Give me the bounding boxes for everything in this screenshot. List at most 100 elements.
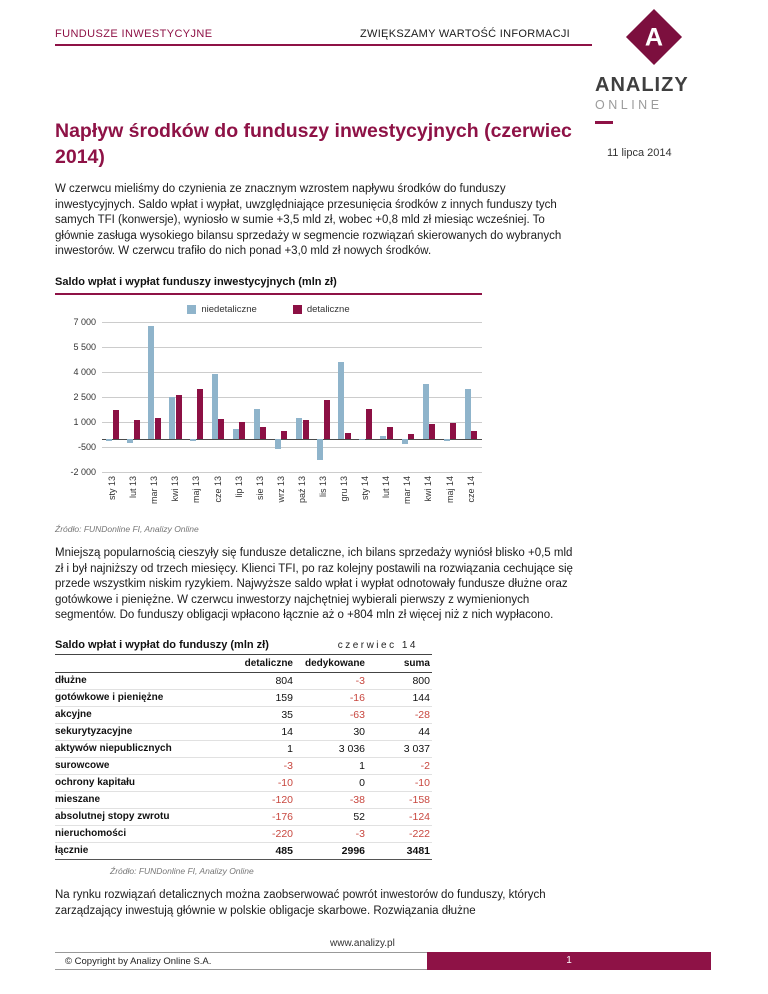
column-header-suma: suma <box>367 653 432 673</box>
x-axis-tick-text: lip 13 <box>233 475 244 498</box>
row-label: mieszane <box>55 791 225 809</box>
chart-legend: niedetaliczne detaliczne <box>55 304 482 315</box>
cell-value: 52 <box>295 808 367 826</box>
x-axis-tick-text: cze 14 <box>465 475 476 503</box>
bar-niedetaliczne <box>359 438 366 441</box>
bar-niedetaliczne <box>253 408 260 439</box>
logo-dash <box>595 121 613 124</box>
x-axis-tick-text: paź 13 <box>296 475 307 503</box>
paragraph-outlook: Na rynku rozwiązań detalicznych można za… <box>55 888 546 917</box>
bar-niedetaliczne <box>464 388 471 439</box>
table-row: absolutnej stopy zwrotu -176 52 -124 <box>55 808 432 826</box>
table-row: gotówkowe i pieniężne 159 -16 144 <box>55 689 432 707</box>
legend-item-niedetaliczne: niedetaliczne <box>187 303 257 315</box>
bar-niedetaliczne <box>443 438 450 442</box>
x-axis-tick-label: cze 13 <box>207 476 228 518</box>
bar-detaliczne <box>450 422 457 439</box>
bar-niedetaliczne <box>148 326 155 439</box>
x-axis-tick-text: lut 13 <box>128 475 139 498</box>
bar-niedetaliczne <box>106 438 112 442</box>
bar-niedetaliczne <box>317 438 324 461</box>
x-axis-tick-label: paź 13 <box>292 476 313 518</box>
bar-niedetaliczne <box>422 383 429 439</box>
table-section: Saldo wpłat i wypłat do funduszy (mln zł… <box>55 639 432 876</box>
table-row: surowcowe -3 1 -2 <box>55 757 432 775</box>
bar-niedetaliczne <box>380 436 387 439</box>
logo-letter: A <box>645 24 663 52</box>
x-axis-tick-label: kwi 13 <box>165 476 186 518</box>
footer-copyright: © Copyright by Analizy Online S.A. <box>55 952 427 970</box>
cell-value: 14 <box>225 723 295 741</box>
y-axis-tick-label: -2 000 <box>70 466 96 477</box>
legend-label: niedetaliczne <box>201 303 257 315</box>
table-source-note: Źródło: FUNDonline FI, Analizy Online <box>110 865 254 876</box>
x-axis-tick-text: wrz 13 <box>275 475 286 503</box>
table-total-row: łącznie 485 2996 3481 <box>55 841 432 860</box>
cell-value: 3481 <box>367 841 432 860</box>
x-axis-tick-label: sie 13 <box>250 476 271 518</box>
cell-value: 0 <box>295 774 367 792</box>
gridline <box>102 346 482 348</box>
bar-detaliczne <box>112 410 119 439</box>
paragraph-retail: Mniejszą popularnością cieszyły się fund… <box>55 546 573 622</box>
x-axis-tick-label: cze 14 <box>461 476 482 518</box>
cell-value: -38 <box>295 791 367 809</box>
cell-value: -220 <box>225 825 295 843</box>
x-axis-tick-label: maj 13 <box>186 476 207 518</box>
row-label: akcyjne <box>55 706 225 724</box>
bar-detaliczne <box>196 389 203 439</box>
bar-detaliczne <box>302 420 309 439</box>
table-row: sekurytyzacyjne 14 30 44 <box>55 723 432 741</box>
x-axis-tick-text: kwi 13 <box>170 475 181 502</box>
cell-value: 159 <box>225 689 295 707</box>
bar-niedetaliczne <box>232 428 239 439</box>
table-period: czerwiec 14 <box>337 639 418 651</box>
cell-value: -176 <box>225 808 295 826</box>
x-axis-tick-text: gru 13 <box>339 475 350 502</box>
cell-value: 800 <box>367 672 432 690</box>
bar-niedetaliczne <box>296 417 302 439</box>
x-axis-tick-label: sty 14 <box>355 476 376 518</box>
x-axis-tick-label: mar 14 <box>397 476 418 518</box>
table-row: aktywów niepublicznych 1 3 036 3 037 <box>55 740 432 758</box>
bar-niedetaliczne <box>401 438 408 445</box>
column-header-detaliczne: detaliczne <box>225 653 295 673</box>
x-axis-tick-label: gru 13 <box>334 476 355 518</box>
zero-axis-line <box>102 438 482 440</box>
y-axis-tick-label: -500 <box>77 441 96 452</box>
cell-value: -3 <box>295 825 367 843</box>
bar-detaliczne <box>260 426 267 439</box>
bar-niedetaliczne <box>211 374 218 439</box>
bar-niedetaliczne <box>169 396 176 439</box>
row-label: dłużne <box>55 672 225 690</box>
bar-detaliczne <box>386 426 393 439</box>
table-row: ochrony kapitału -10 0 -10 <box>55 774 432 792</box>
x-axis-tick-text: kwi 14 <box>423 475 434 502</box>
cell-value: 804 <box>225 672 295 690</box>
x-axis-tick-text: sie 13 <box>254 475 265 500</box>
chart-source-note: Źródło: FUNDonline FI, Analizy Online <box>55 523 199 534</box>
chart-plot: 7 000 5 500 4 000 2 500 1 000 -500 -2 000 <box>70 317 482 477</box>
cell-value: 44 <box>367 723 432 741</box>
cell-value: -2 <box>367 757 432 775</box>
cell-value: -10 <box>367 774 432 792</box>
row-label: aktywów niepublicznych <box>55 740 225 758</box>
page-title: Napływ środków do funduszy inwestycyjnyc… <box>55 120 572 168</box>
bar-detaliczne <box>323 400 330 439</box>
x-axis-tick-text: cze 13 <box>212 475 223 503</box>
row-label: surowcowe <box>55 757 225 775</box>
bar-detaliczne <box>218 419 225 439</box>
gridline <box>102 371 482 373</box>
bar-detaliczne <box>429 423 436 439</box>
bar-detaliczne <box>471 430 478 439</box>
logo-sub-text: ONLINE <box>595 98 663 112</box>
row-label: gotówkowe i pieniężne <box>55 689 225 707</box>
cell-value: -28 <box>367 706 432 724</box>
cell-value: -3 <box>225 757 295 775</box>
legend-swatch <box>292 304 302 314</box>
y-axis-tick-label: 2 500 <box>73 391 96 402</box>
diamond-logo-icon: A <box>625 8 683 66</box>
y-axis-tick-label: 5 500 <box>73 341 96 352</box>
legend-item-detaliczne: detaliczne <box>292 304 350 315</box>
